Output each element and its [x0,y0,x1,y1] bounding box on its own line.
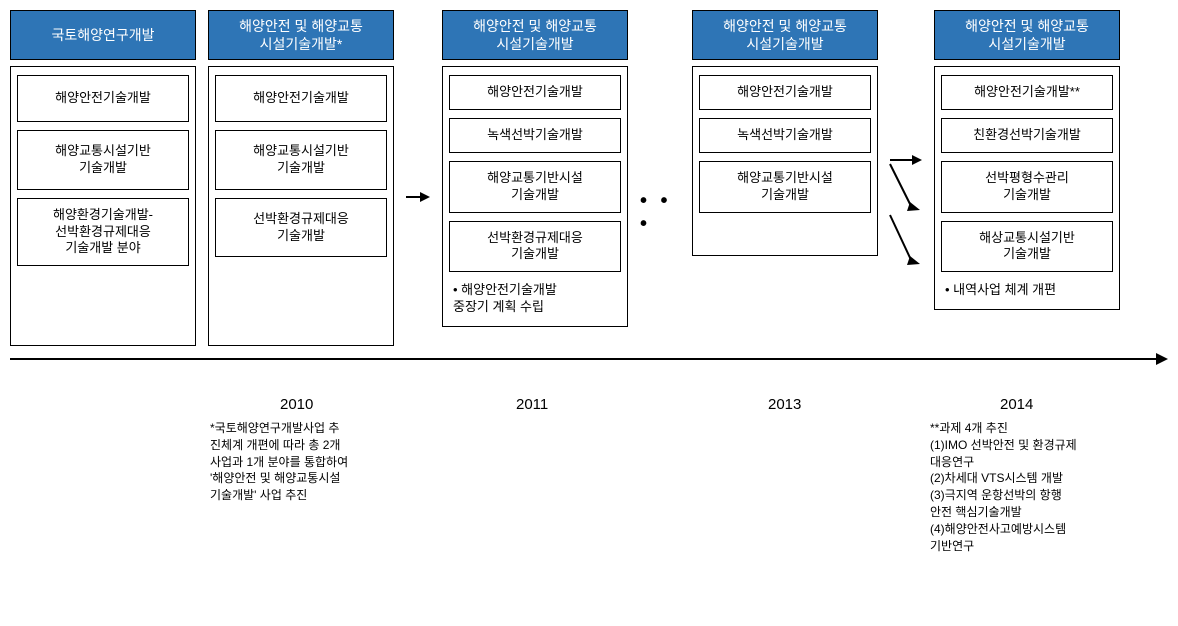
bullet-5-0: • 내역사업 체계 개편 [941,280,1113,301]
column-4: 해양안전 및 해양교통 시설기술개발 해양안전기술개발 녹색선박기술개발 해양교… [692,10,878,256]
item-4-0: 해양안전기술개발 [699,75,871,110]
header-4: 해양안전 및 해양교통 시설기술개발 [692,10,878,60]
axis-line [10,358,1158,360]
item-3-0: 해양안전기술개발 [449,75,621,110]
items-box-4: 해양안전기술개발 녹색선박기술개발 해양교통기반시설 기술개발 [692,66,878,256]
column-5: 해양안전 및 해양교통 시설기술개발 해양안전기술개발** 친환경선박기술개발 … [934,10,1120,310]
item-5-0: 해양안전기술개발** [941,75,1113,110]
header-2: 해양안전 및 해양교통 시설기술개발* [208,10,394,60]
item-5-3: 해상교통시설기반 기술개발 [941,221,1113,273]
item-3-1: 녹색선박기술개발 [449,118,621,153]
item-5-2: 선박평형수관리 기술개발 [941,161,1113,213]
footnotes: *국토해양연구개발사업 추 진체계 개편에 따라 총 2개 사업과 1개 분야를… [10,420,1168,570]
item-1-2: 해양환경기술개발- 선박환경규제대응 기술개발 분야 [17,198,189,267]
item-4-2: 해양교통기반시설 기술개발 [699,161,871,213]
header-3: 해양안전 및 해양교통 시설기술개발 [442,10,628,60]
items-box-3: 해양안전기술개발 녹색선박기술개발 해양교통기반시설 기술개발 선박환경규제대응… [442,66,628,327]
header-5: 해양안전 및 해양교통 시설기술개발 [934,10,1120,60]
footnote-2010: *국토해양연구개발사업 추 진체계 개편에 따라 총 2개 사업과 1개 분야를… [210,420,400,504]
item-5-1: 친환경선박기술개발 [941,118,1113,153]
year-2013: 2013 [768,396,801,413]
timeline-container: 국토해양연구개발 해양안전기술개발 해양교통시설기반 기술개발 해양환경기술개발… [10,10,1168,346]
header-1: 국토해양연구개발 [10,10,196,60]
item-2-1: 해양교통시설기반 기술개발 [215,130,387,190]
item-1-1: 해양교통시설기반 기술개발 [17,130,189,190]
items-box-1: 해양안전기술개발 해양교통시설기반 기술개발 해양환경기술개발- 선박환경규제대… [10,66,196,346]
column-1: 국토해양연구개발 해양안전기술개발 해양교통시설기반 기술개발 해양환경기술개발… [10,10,196,346]
bullet-3-0: • 해양안전기술개발 중장기 계획 수립 [449,280,621,318]
year-2011: 2011 [516,396,548,413]
item-2-2: 선박환경규제대응 기술개발 [215,198,387,258]
item-2-0: 해양안전기술개발 [215,75,387,122]
item-1-0: 해양안전기술개발 [17,75,189,122]
item-3-3: 선박환경규제대응 기술개발 [449,221,621,273]
column-3: 해양안전 및 해양교통 시설기술개발 해양안전기술개발 녹색선박기술개발 해양교… [442,10,628,327]
arrow-2-3 [406,10,430,204]
item-4-1: 녹색선박기술개발 [699,118,871,153]
year-2010: 2010 [280,396,313,413]
year-2014: 2014 [1000,396,1033,413]
items-box-5: 해양안전기술개발** 친환경선박기술개발 선박평형수관리 기술개발 해상교통시설… [934,66,1120,310]
items-box-2: 해양안전기술개발 해양교통시설기반 기술개발 선박환경규제대응 기술개발 [208,66,394,346]
footnote-2014: **과제 4개 추진 (1)IMO 선박안전 및 환경규제 대응연구 (2)차세… [930,420,1140,554]
column-2: 해양안전 및 해양교통 시설기술개발* 해양안전기술개발 해양교통시설기반 기술… [208,10,394,346]
arrow-4-5 [890,10,922,330]
year-labels: 2010 2011 2013 2014 [10,388,1168,412]
timeline-axis [10,358,1168,388]
dots-connector: • • • [640,10,680,236]
item-3-2: 해양교통기반시설 기술개발 [449,161,621,213]
